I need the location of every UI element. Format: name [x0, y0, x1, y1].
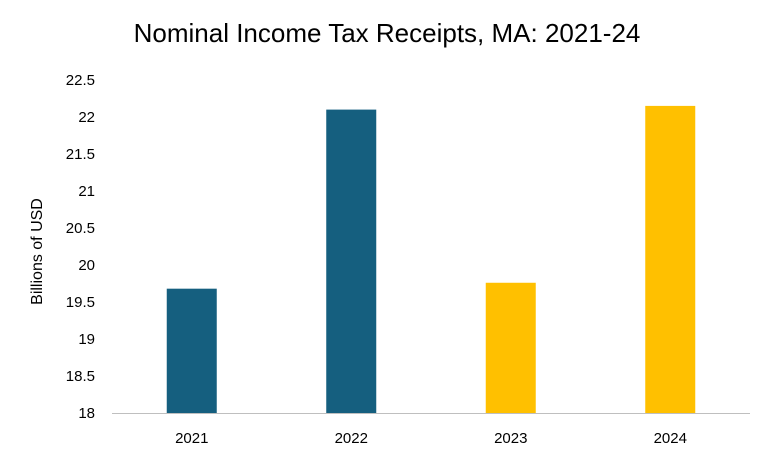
x-tick-label: 2024 — [654, 430, 687, 447]
x-tick-label: 2023 — [494, 430, 527, 447]
y-axis-ticks: 18 18.5 19 19.5 20 20.5 21 21.5 22 22.5 — [66, 72, 95, 422]
y-tick-label: 20 — [78, 257, 95, 274]
x-tick-label: 2021 — [175, 430, 208, 447]
y-tick-label: 22 — [78, 109, 95, 126]
bar-2024 — [645, 105, 696, 414]
bars — [166, 105, 696, 414]
y-tick-label: 20.5 — [66, 220, 95, 237]
x-axis-ticks: 2021 2022 2023 2024 — [175, 430, 687, 447]
y-tick-label: 18 — [78, 405, 95, 422]
chart-title: Nominal Income Tax Receipts, MA: 2021-24 — [133, 18, 641, 48]
y-tick-label: 21.5 — [66, 146, 95, 163]
y-axis-title: Billions of USD — [29, 198, 46, 305]
bar-2023 — [485, 282, 536, 413]
bar-2021 — [166, 288, 217, 413]
y-tick-label: 22.5 — [66, 72, 95, 89]
y-tick-label: 18.5 — [66, 368, 95, 385]
y-tick-label: 19 — [78, 331, 95, 348]
x-tick-label: 2022 — [335, 430, 368, 447]
y-tick-label: 19.5 — [66, 294, 95, 311]
bar-2022 — [326, 109, 377, 413]
y-tick-label: 21 — [78, 183, 95, 200]
